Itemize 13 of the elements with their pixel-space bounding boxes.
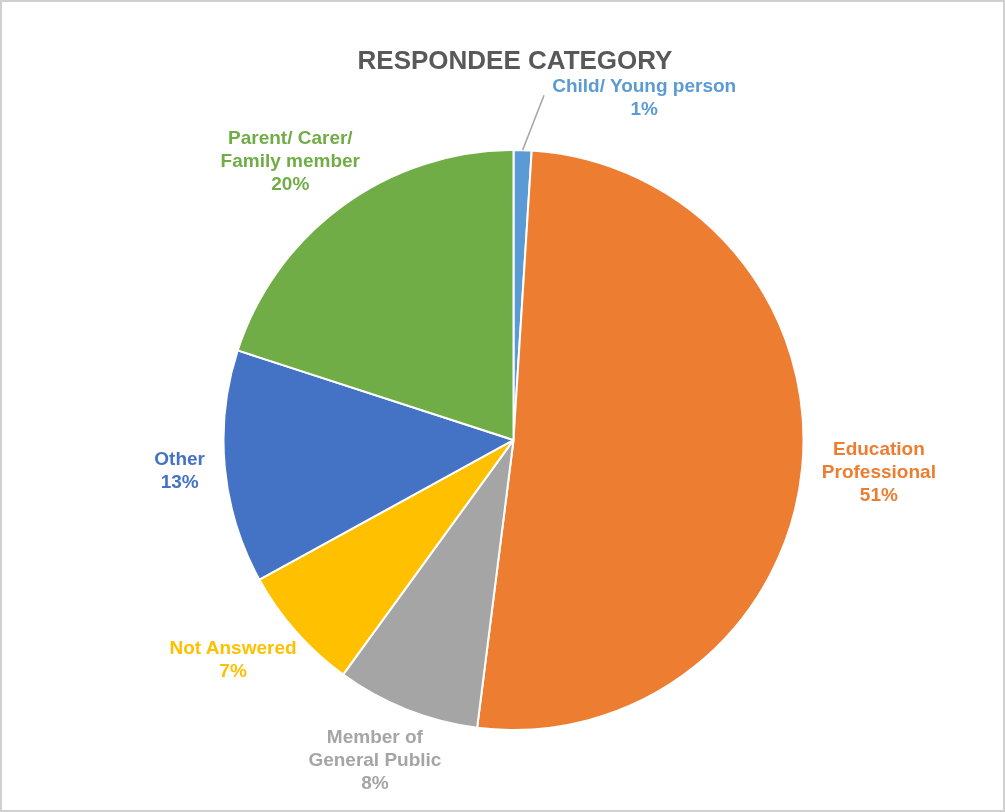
chart-title: RESPONDEE CATEGORY xyxy=(357,45,673,76)
slice-label: Child/ Young person xyxy=(552,75,737,97)
slice-label: Other xyxy=(154,448,206,470)
slice-label: Not Answered xyxy=(169,636,297,658)
data-label: 51% xyxy=(859,483,899,505)
slice-label: Parent/ Carer/ Family member xyxy=(220,126,361,171)
data-label: 7% xyxy=(219,659,247,681)
data-label: 1% xyxy=(630,98,659,120)
data-label: 13% xyxy=(160,471,199,493)
slice-label: Education Professional xyxy=(821,437,936,482)
data-label: 8% xyxy=(361,771,389,793)
data-label: 20% xyxy=(271,172,310,194)
slice-label: Member of General Public xyxy=(308,725,442,770)
